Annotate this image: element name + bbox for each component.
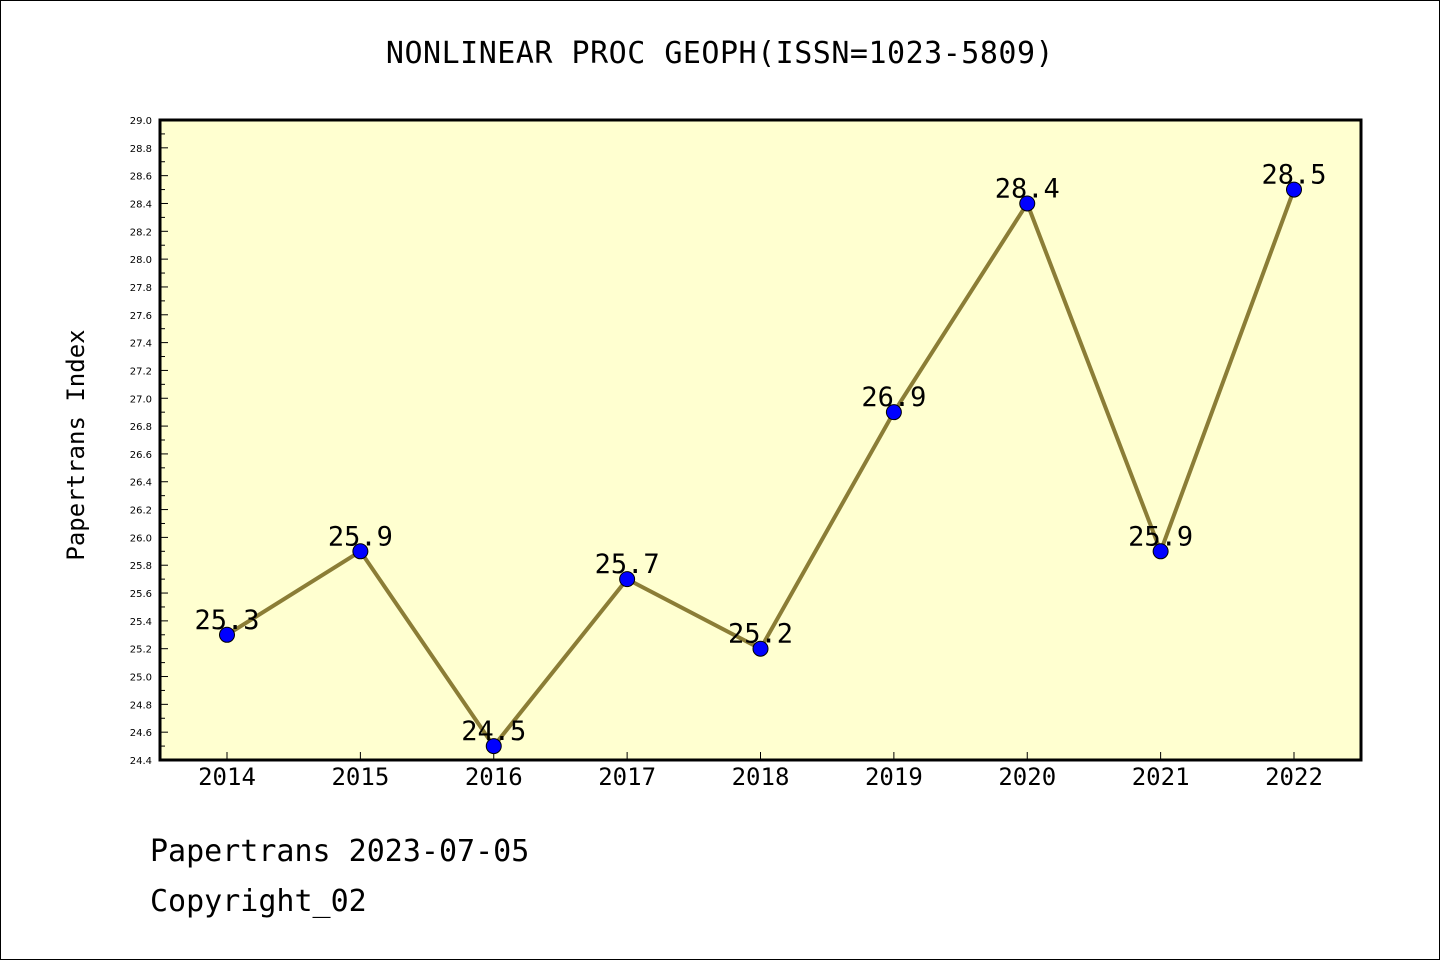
data-label: 28.5 — [1261, 160, 1326, 191]
y-tick-label: 26.6 — [130, 450, 152, 461]
y-tick-label: 28.2 — [130, 227, 152, 238]
data-point — [219, 626, 235, 643]
y-tick-label: 27.8 — [130, 283, 152, 294]
data-point — [885, 404, 902, 421]
y-tick-label: 26.2 — [130, 506, 152, 517]
x-tick-label: 2019 — [865, 763, 923, 791]
data-point — [485, 738, 502, 755]
data-markers — [219, 181, 1302, 755]
y-tick-label: 28.8 — [130, 144, 152, 155]
y-tick-label: 24.6 — [130, 728, 152, 739]
plot-border — [158, 118, 1363, 762]
y-tick-label: 26.0 — [130, 533, 152, 544]
data-label: 26.9 — [861, 382, 926, 413]
y-tick-label: 25.0 — [130, 673, 152, 684]
data-point — [1152, 543, 1169, 560]
y-tick-label: 27.4 — [130, 339, 152, 350]
y-tick-label: 26.4 — [130, 478, 152, 489]
y-tick-label: 28.4 — [130, 199, 152, 210]
y-tick-label: 25.4 — [130, 617, 152, 628]
x-tick-label: 2015 — [331, 763, 389, 791]
y-tick-label: 27.2 — [130, 366, 152, 377]
y-tick-label: 25.6 — [130, 589, 152, 600]
footer-copyright: Copyright_02 — [150, 884, 367, 919]
x-tick-label: 2016 — [465, 763, 523, 791]
y-tick-label: 29.0 — [130, 116, 152, 127]
data-point — [752, 640, 769, 657]
y-tick-label: 28.0 — [130, 255, 152, 266]
data-point — [1286, 181, 1302, 198]
data-point — [1019, 195, 1036, 212]
y-tick-label: 24.8 — [130, 700, 152, 711]
x-tick-label: 2020 — [998, 763, 1056, 791]
x-tick-label: 2022 — [1265, 763, 1323, 791]
x-axis: 2014 2015 2016 2017 2018 2019 2020 2021 2022 — [198, 752, 1323, 791]
y-tick-label: 25.8 — [130, 561, 152, 572]
y-tick-label: 27.0 — [130, 394, 152, 405]
x-tick-label: 2021 — [1132, 763, 1190, 791]
data-label: 25.3 — [194, 605, 259, 636]
y-tick-label: 28.6 — [130, 172, 152, 183]
x-tick-label: 2018 — [732, 763, 790, 791]
data-label: 28.4 — [995, 173, 1060, 204]
data-point — [352, 543, 369, 560]
x-tick-label: 2014 — [198, 763, 256, 791]
plot-area — [160, 120, 1361, 760]
data-label: 25.2 — [728, 619, 793, 650]
data-label: 25.9 — [328, 521, 393, 552]
data-label: 25.9 — [1128, 521, 1193, 552]
data-label: 24.5 — [461, 716, 526, 747]
data-label: 25.7 — [595, 549, 660, 580]
y-tick-label: 25.2 — [130, 645, 152, 656]
data-point — [619, 571, 636, 588]
footer-date: Papertrans 2023-07-05 — [150, 834, 530, 869]
y-tick-label: 26.8 — [130, 422, 152, 433]
y-tick-label: 27.6 — [130, 311, 152, 322]
x-tick-label: 2017 — [598, 763, 656, 791]
chart-title: NONLINEAR PROC GEOPH(ISSN=1023-5809) — [385, 36, 1055, 71]
data-labels: 25.3 25.9 24.5 25.7 25.2 26.9 28.4 25.9 28.5 — [194, 160, 1326, 748]
y-tick-label: 24.4 — [130, 756, 152, 767]
